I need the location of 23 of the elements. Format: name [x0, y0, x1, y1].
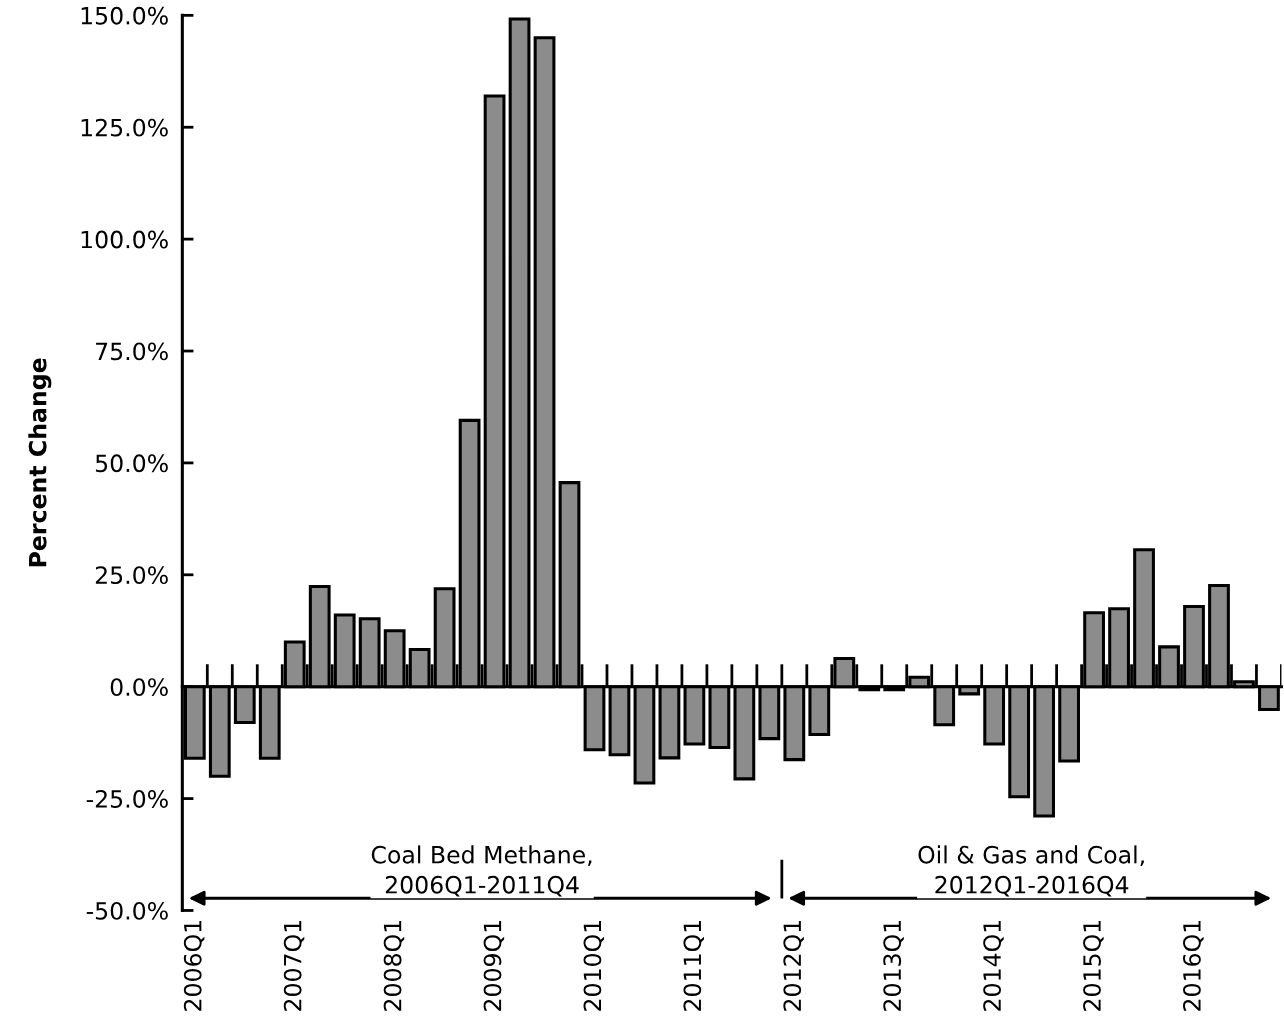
y-tick-label: 125.0% — [81, 118, 168, 137]
y-tick-label: -25.0% — [86, 790, 168, 808]
x-tick-label: 2006Q1 — [183, 920, 205, 1011]
x-tick-label: 2014Q1 — [983, 920, 1004, 1011]
x-tick-label: 2012Q1 — [783, 920, 804, 1011]
y-axis-title: Percent Change — [28, 358, 52, 567]
x-tick-label: 2010Q1 — [583, 920, 605, 1011]
annotation: Oil & Gas and Coal, 2012Q1-2016Q4 — [918, 845, 1144, 897]
x-tick-label: 2013Q1 — [883, 920, 904, 1011]
annotation: Coal Bed Methane, 2006Q1-2011Q4 — [371, 845, 592, 897]
x-tick-label: 2007Q1 — [283, 920, 305, 1011]
y-tick-label: 0.0% — [110, 678, 168, 696]
y-tick-label: 150.0% — [81, 6, 168, 25]
y-tick-label: 25.0% — [95, 566, 168, 585]
y-tick-label: 75.0% — [96, 342, 168, 361]
x-tick-label: 2009Q1 — [483, 920, 505, 1011]
y-tick-label: 50.0% — [95, 454, 168, 473]
y-tick-label: 100.0% — [81, 230, 168, 249]
y-tick-label: -50.0% — [86, 901, 168, 920]
x-tick-label: 2015Q1 — [1083, 920, 1104, 1011]
x-tick-label: 2011Q1 — [683, 920, 704, 1011]
x-tick-label: 2008Q1 — [383, 920, 405, 1011]
x-tick-label: 2016Q1 — [1182, 920, 1204, 1011]
